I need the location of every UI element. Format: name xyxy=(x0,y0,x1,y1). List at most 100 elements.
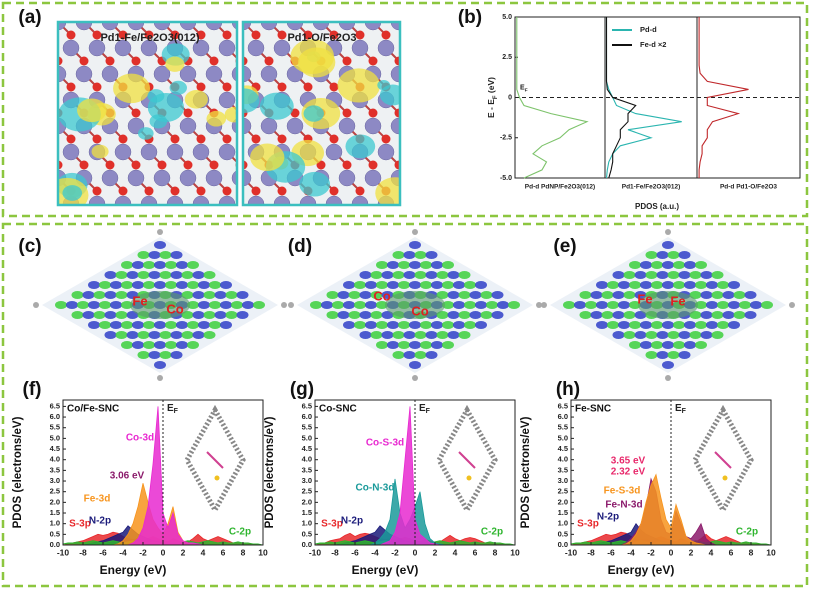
y-tick-label: 2.0 xyxy=(558,497,568,506)
charge-blob xyxy=(250,143,285,171)
blob xyxy=(343,321,355,329)
blob xyxy=(651,261,663,269)
blob xyxy=(203,311,216,319)
o-atom xyxy=(251,186,261,196)
o-atom xyxy=(239,5,248,14)
fe-atom xyxy=(218,143,236,161)
x-tick-label: -4 xyxy=(119,547,127,557)
y-axis-title: E - EF (eV) xyxy=(486,77,498,118)
o-atom xyxy=(277,82,287,92)
blob xyxy=(425,351,438,359)
blob xyxy=(176,321,188,329)
o-atom xyxy=(209,160,219,170)
bond xyxy=(97,0,110,9)
blob xyxy=(590,311,603,319)
center-blob xyxy=(638,291,698,319)
x-tick-label: -10 xyxy=(309,547,322,557)
fermi-label-main: E xyxy=(419,403,426,414)
fermi-label-sub: F xyxy=(174,408,179,415)
blob xyxy=(82,291,95,299)
blob xyxy=(761,301,773,309)
y-tick-label: 6.0 xyxy=(302,412,312,421)
blob xyxy=(618,301,630,309)
fe-atom xyxy=(364,169,382,187)
fe-atom xyxy=(430,196,446,212)
bond xyxy=(334,0,347,9)
y-axis-title: PDOS (electrons/eV) xyxy=(12,416,24,528)
h-atom xyxy=(157,229,163,235)
y-tick-label: 1.5 xyxy=(558,508,568,517)
blob xyxy=(596,301,608,309)
blob xyxy=(453,321,465,329)
blob xyxy=(99,281,111,289)
o-atom xyxy=(131,160,141,170)
blob xyxy=(82,311,95,319)
top-frame xyxy=(1,1,809,218)
snc-structure xyxy=(541,229,795,381)
o-atom xyxy=(421,161,430,170)
bond xyxy=(240,230,253,243)
blob xyxy=(121,261,133,269)
fe-atom xyxy=(286,22,304,31)
fermi-label-main: E xyxy=(520,84,525,91)
chart-title: Fe-SNC xyxy=(575,404,611,415)
h-atom xyxy=(536,302,542,308)
o-atom xyxy=(408,31,417,40)
o-atom xyxy=(67,239,76,248)
blob xyxy=(585,301,597,309)
bond xyxy=(32,74,45,87)
charge-blob xyxy=(137,127,154,140)
blob xyxy=(656,271,669,279)
blob xyxy=(187,281,199,289)
inset-atom xyxy=(466,475,472,481)
charge-blob xyxy=(62,185,83,201)
blob xyxy=(165,341,177,349)
blob xyxy=(695,281,707,289)
o-atom xyxy=(249,239,258,248)
metal-label: Co xyxy=(373,288,390,303)
fermi-label-main: E xyxy=(167,403,174,414)
blob xyxy=(640,281,652,289)
blob xyxy=(398,321,410,329)
blob xyxy=(170,271,183,279)
blob xyxy=(700,311,713,319)
blob xyxy=(711,311,724,319)
fe-atom xyxy=(166,143,184,161)
fermi-label-sub: F xyxy=(525,87,528,93)
blob xyxy=(475,301,487,309)
y-tick-label: 0.5 xyxy=(558,529,568,538)
panel-label: (a) xyxy=(18,7,41,28)
fe-atom xyxy=(101,65,119,83)
blob xyxy=(337,311,350,319)
bond xyxy=(425,126,438,139)
blob xyxy=(590,291,603,299)
fe-atom xyxy=(62,143,80,161)
bond xyxy=(373,230,386,243)
bond xyxy=(412,48,425,61)
blob xyxy=(148,331,161,339)
bond xyxy=(282,0,295,9)
bond xyxy=(360,0,373,9)
blob xyxy=(425,271,438,279)
blob xyxy=(176,281,188,289)
blob xyxy=(486,301,498,309)
blob xyxy=(148,351,161,359)
blob xyxy=(143,281,155,289)
fe-atom xyxy=(153,22,171,31)
o-atom xyxy=(222,134,232,144)
o-atom xyxy=(368,108,378,118)
blob xyxy=(192,291,205,299)
charge-blob xyxy=(147,92,185,122)
blob xyxy=(99,321,111,329)
y-tick-label: 3.5 xyxy=(558,465,568,474)
fe-atom xyxy=(101,169,119,187)
panel-label: (c) xyxy=(18,236,41,257)
x-tick-label: 4 xyxy=(453,547,458,557)
blob xyxy=(154,261,166,269)
blob xyxy=(214,291,227,299)
blob xyxy=(618,321,630,329)
o-atom xyxy=(394,56,400,66)
blob xyxy=(739,301,751,309)
bond xyxy=(425,74,438,87)
fe-atom xyxy=(140,39,158,57)
